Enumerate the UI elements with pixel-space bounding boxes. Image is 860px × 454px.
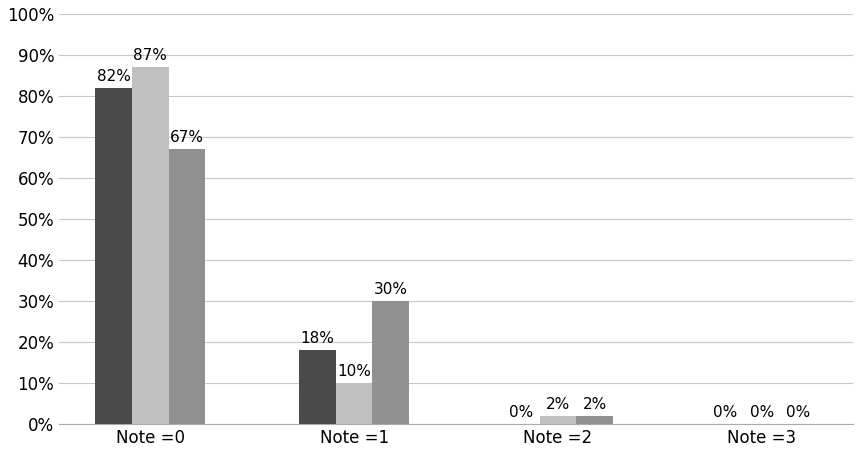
Text: 0%: 0% xyxy=(713,405,737,420)
Bar xyxy=(132,67,169,424)
Bar xyxy=(335,383,372,424)
Text: 82%: 82% xyxy=(96,69,131,84)
Bar xyxy=(540,416,576,424)
Text: 2%: 2% xyxy=(546,397,570,412)
Text: 0%: 0% xyxy=(787,405,811,420)
Text: 2%: 2% xyxy=(582,397,607,412)
Bar xyxy=(299,350,335,424)
Text: 87%: 87% xyxy=(133,48,167,63)
Text: 0%: 0% xyxy=(750,405,774,420)
Bar xyxy=(576,416,613,424)
Bar xyxy=(372,301,409,424)
Text: 18%: 18% xyxy=(300,331,335,346)
Bar xyxy=(169,149,206,424)
Bar xyxy=(95,88,132,424)
Text: 30%: 30% xyxy=(374,282,408,297)
Text: 0%: 0% xyxy=(509,405,533,420)
Text: 10%: 10% xyxy=(337,364,371,379)
Text: 67%: 67% xyxy=(170,130,204,145)
